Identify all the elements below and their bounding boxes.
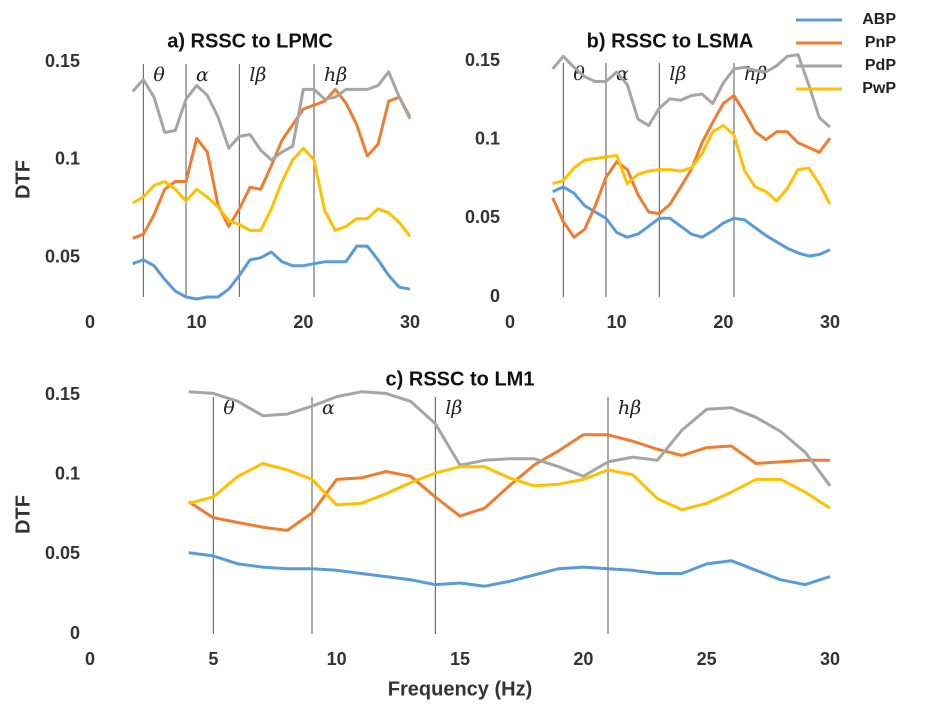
legend-label: ABP [862, 11, 896, 28]
series-line [132, 244, 411, 301]
band-label: hβ [324, 64, 347, 86]
y-tick-label: 0.1 [55, 463, 80, 483]
x-tick-label: 10 [607, 312, 627, 332]
x-tick-label: 30 [820, 649, 840, 669]
y-tick-label: 0.05 [465, 207, 500, 227]
band-label: hβ [618, 397, 641, 419]
series-line [188, 462, 831, 512]
x-tick-label: 0 [85, 312, 95, 332]
y-tick-label: 0.15 [45, 51, 80, 71]
chart-title: b) RSSC to LSMA [587, 30, 754, 52]
series-line [188, 390, 832, 487]
series-line [131, 146, 412, 238]
y-tick-label: 0.1 [475, 128, 500, 148]
x-tick-label: 15 [450, 649, 470, 669]
series-line [552, 124, 832, 205]
y-axis-label: DTF [12, 495, 34, 534]
band-label: lβ [249, 64, 266, 86]
series-line [131, 70, 412, 162]
band-label: α [196, 64, 209, 86]
y-tick-label: 0 [70, 623, 80, 643]
legend-label: PdP [865, 57, 896, 74]
series-line [551, 94, 832, 239]
x-tick-label: 0 [505, 312, 515, 332]
y-tick-label: 0.05 [45, 543, 80, 563]
legend-label: PwP [862, 80, 896, 97]
series-line [552, 185, 831, 258]
band-label: hβ [744, 63, 767, 85]
x-tick-label: 20 [573, 649, 593, 669]
y-tick-label: 0.15 [45, 384, 80, 404]
band-label: lβ [669, 63, 686, 85]
x-tick-label: 10 [187, 312, 207, 332]
series-line [132, 87, 412, 240]
x-tick-label: 30 [820, 312, 840, 332]
series-line [188, 551, 831, 588]
x-tick-label: 20 [293, 312, 313, 332]
y-tick-label: 0.15 [465, 50, 500, 70]
y-axis-label: DTF [12, 160, 34, 199]
series-line [551, 53, 831, 129]
band-label: lβ [445, 397, 462, 419]
x-tick-label: 5 [208, 649, 218, 669]
x-tick-label: 25 [697, 649, 717, 669]
x-tick-label: 10 [327, 649, 347, 669]
x-tick-label: 20 [713, 312, 733, 332]
y-tick-label: 0 [490, 286, 500, 306]
x-tick-label: 30 [400, 312, 420, 332]
band-label: α [616, 63, 629, 85]
chart-title: c) RSSC to LM1 [386, 368, 535, 390]
band-label: θ [223, 397, 235, 419]
legend-label: PnP [865, 34, 896, 51]
x-tick-label: 0 [85, 649, 95, 669]
chart-title: a) RSSC to LPMC [167, 30, 333, 52]
y-tick-label: 0.1 [55, 149, 80, 169]
band-label: θ [153, 64, 165, 86]
series-line [187, 433, 830, 532]
y-tick-label: 0.05 [45, 247, 80, 267]
x-axis-label: Frequency (Hz) [388, 678, 532, 700]
